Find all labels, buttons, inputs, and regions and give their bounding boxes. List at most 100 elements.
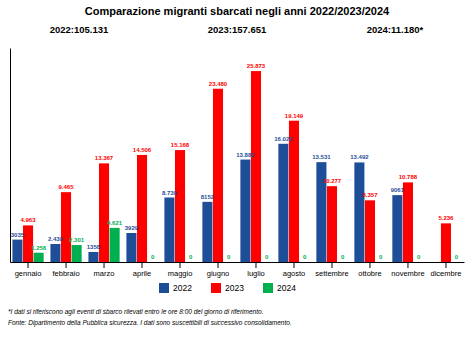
x-tick-label: settembre xyxy=(315,269,348,278)
y-axis xyxy=(10,49,11,263)
bar xyxy=(430,262,440,263)
x-tick-mark xyxy=(369,262,370,268)
series-bars xyxy=(23,71,451,262)
bar xyxy=(72,245,82,262)
bar xyxy=(110,228,120,262)
legend-item: 2022 xyxy=(159,283,192,293)
bar xyxy=(327,186,337,262)
x-tick: maggio xyxy=(168,262,193,278)
y-axis-line xyxy=(10,49,11,263)
data-label: 16.022 xyxy=(274,136,293,142)
bar xyxy=(289,121,299,262)
bar xyxy=(186,262,196,263)
data-label: 25.873 xyxy=(247,63,266,69)
x-tick-label: aprile xyxy=(133,269,151,278)
bar xyxy=(251,71,261,262)
data-label: 13.531 xyxy=(312,154,331,160)
x-tick-label: gennaio xyxy=(15,269,42,278)
bar xyxy=(148,262,158,263)
x-tick-label: febbraio xyxy=(52,269,79,278)
data-label: 23.480 xyxy=(209,81,228,87)
data-label: 0 xyxy=(227,254,231,260)
data-label: 5.236 xyxy=(438,215,454,221)
x-tick-mark xyxy=(255,262,256,268)
bar xyxy=(202,202,212,262)
data-label: 13.882 xyxy=(236,152,255,158)
x-tick-mark xyxy=(407,262,408,268)
x-tick-mark xyxy=(28,262,29,268)
data-label: 10.788 xyxy=(399,174,418,180)
data-label: 1358 xyxy=(87,244,101,250)
data-label: 8.739 xyxy=(162,190,178,196)
x-tick: gennaio xyxy=(15,262,42,278)
bars xyxy=(12,71,451,262)
bar xyxy=(300,262,310,263)
bar xyxy=(34,253,44,262)
legend-item: 2023 xyxy=(211,283,244,293)
x-tick: marzo xyxy=(94,262,115,278)
data-label: 0 xyxy=(341,254,345,260)
bar xyxy=(23,225,33,262)
title: Comparazione migranti sbarcati negli ann… xyxy=(85,5,390,17)
bar xyxy=(338,262,348,263)
data-label: 3929 xyxy=(125,225,139,231)
footnote: *I dati si riferiscono agli eventi di sb… xyxy=(8,308,264,316)
x-tick: agosto xyxy=(283,262,306,278)
data-label: 2.301 xyxy=(69,237,85,243)
data-label: 4.963 xyxy=(21,217,37,223)
bar xyxy=(61,192,71,262)
series-bars xyxy=(34,228,120,262)
x-tick-label: dicembre xyxy=(431,269,462,278)
data-label: 2.439 xyxy=(48,236,64,242)
data-label: 0 xyxy=(151,254,155,260)
bar xyxy=(240,160,250,262)
x-axis: gennaio febbraio marzo aprile maggio giugno lu… xyxy=(11,262,465,278)
bar xyxy=(164,198,174,262)
data-label: 10.277 xyxy=(323,178,342,184)
legend-swatch xyxy=(159,283,169,293)
bar xyxy=(376,262,386,263)
bar xyxy=(403,182,413,262)
x-tick: giugno xyxy=(207,262,230,278)
x-tick-label: luglio xyxy=(247,269,265,278)
bar xyxy=(137,155,147,262)
data-label: 0 xyxy=(265,254,269,260)
x-tick: aprile xyxy=(133,262,151,278)
data-label: 13.492 xyxy=(350,154,369,160)
data-label: 0 xyxy=(417,254,421,260)
bar xyxy=(50,244,60,262)
data-label: 13.367 xyxy=(95,155,114,161)
legend-label: 2022 xyxy=(173,283,192,293)
x-tick-mark xyxy=(180,262,181,268)
data-label: 3035 xyxy=(11,232,25,238)
series-bars xyxy=(12,144,402,262)
footnote: Fonte: Dipartimento della Pubblica sicur… xyxy=(8,319,292,327)
bar xyxy=(414,262,424,263)
data-label: 19.149 xyxy=(285,113,304,119)
chart: Comparazione migranti sbarcati negli ann… xyxy=(0,0,474,342)
x-tick-label: giugno xyxy=(207,269,230,278)
x-tick: febbraio xyxy=(52,262,79,278)
x-tick: dicembre xyxy=(431,262,462,278)
legend-swatch xyxy=(211,283,221,293)
data-label: 4.621 xyxy=(107,220,123,226)
bar xyxy=(262,262,272,263)
bar xyxy=(365,200,375,262)
data-label: 8152 xyxy=(201,194,215,200)
data-label: 0 xyxy=(455,254,459,260)
bar xyxy=(88,252,98,262)
x-tick: novembre xyxy=(391,262,424,278)
bar xyxy=(224,262,234,263)
data-label: 8.357 xyxy=(362,192,378,198)
bar xyxy=(316,162,326,262)
legend-swatch xyxy=(263,283,273,293)
bar xyxy=(441,223,451,262)
x-tick-mark xyxy=(142,262,143,268)
bar xyxy=(12,240,22,262)
data-label: 0 xyxy=(379,254,383,260)
x-tick-label: maggio xyxy=(168,269,193,278)
data-label: 9.465 xyxy=(59,184,75,190)
x-tick-mark xyxy=(445,262,446,268)
bar xyxy=(452,262,462,263)
bar xyxy=(354,162,364,262)
